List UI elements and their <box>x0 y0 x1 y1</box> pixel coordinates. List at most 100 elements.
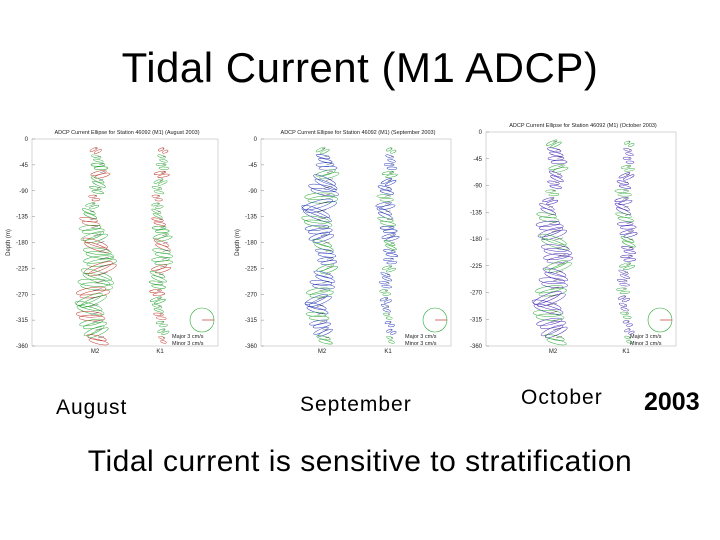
current-ellipse <box>315 248 334 254</box>
current-ellipse <box>388 340 395 344</box>
phase-line <box>324 273 331 276</box>
current-ellipse <box>303 209 332 223</box>
current-ellipse <box>88 194 97 198</box>
y-tick-label: -360 <box>245 344 258 350</box>
y-tick-label: -360 <box>470 344 483 350</box>
current-ellipse <box>82 321 107 330</box>
current-ellipse <box>382 308 391 313</box>
current-ellipse <box>304 192 335 200</box>
current-ellipse <box>617 295 626 300</box>
current-ellipse <box>157 328 166 333</box>
current-ellipse <box>616 279 628 283</box>
phase-line <box>555 149 560 151</box>
current-ellipse <box>301 198 333 211</box>
current-ellipse <box>151 217 164 222</box>
current-ellipse <box>536 317 563 326</box>
current-ellipse <box>304 224 330 231</box>
phase-line <box>557 165 563 167</box>
current-ellipse <box>319 172 340 180</box>
phase-line <box>554 181 559 184</box>
phase-line <box>557 262 565 265</box>
phase-line <box>389 258 394 260</box>
current-ellipse <box>383 249 396 254</box>
current-ellipse <box>92 180 106 188</box>
current-ellipse <box>76 305 105 316</box>
current-ellipse <box>382 276 393 282</box>
chart-svg: ADCP Current Ellipse for Station 46092 (… <box>470 123 677 354</box>
current-ellipse <box>548 262 572 273</box>
phase-line <box>623 279 627 281</box>
current-ellipse <box>541 281 568 288</box>
current-ellipse <box>624 335 631 340</box>
current-ellipse <box>155 316 167 320</box>
current-ellipse <box>154 229 170 234</box>
phase-line <box>386 187 391 189</box>
current-ellipse <box>618 172 631 179</box>
current-ellipse <box>153 312 164 316</box>
current-ellipse <box>390 149 397 154</box>
current-ellipse <box>547 147 562 153</box>
phase-line <box>385 297 388 299</box>
phase-line <box>628 157 632 159</box>
current-ellipse <box>385 154 394 159</box>
current-ellipse <box>83 212 98 219</box>
phase-line <box>94 195 97 197</box>
current-ellipse <box>622 320 630 324</box>
current-ellipse <box>152 292 166 296</box>
current-ellipse <box>545 189 556 193</box>
current-ellipse <box>79 217 98 223</box>
current-ellipse <box>85 251 115 259</box>
current-ellipse <box>153 190 165 195</box>
current-ellipse <box>537 293 566 307</box>
phase-line <box>162 156 166 158</box>
current-ellipse <box>544 271 569 282</box>
current-ellipse <box>304 302 327 311</box>
current-ellipse <box>301 205 331 218</box>
phase-line <box>160 226 165 228</box>
current-ellipse <box>549 151 564 157</box>
x-tick-label: K1 <box>384 349 392 355</box>
current-ellipse <box>309 290 334 298</box>
current-ellipse <box>90 154 102 159</box>
phase-line <box>158 305 162 307</box>
legend-entry: Minor 3 cm/s <box>630 341 662 347</box>
slide-title: Tidal Current (M1 ADCP) <box>121 44 599 91</box>
current-ellipse <box>620 274 631 279</box>
phase-line <box>553 278 562 281</box>
y-tick-label: -360 <box>16 344 29 350</box>
current-ellipse <box>384 321 392 325</box>
current-ellipse <box>383 299 392 304</box>
phase-line <box>326 257 332 260</box>
phase-line <box>156 289 161 291</box>
phase-line <box>317 217 326 221</box>
current-ellipse <box>308 228 333 235</box>
current-ellipse <box>82 237 108 249</box>
current-ellipse <box>93 149 102 154</box>
y-axis-label: Depth (m) <box>6 229 12 256</box>
y-tick-label: -90 <box>19 189 28 195</box>
current-ellipse <box>624 140 631 145</box>
current-ellipse <box>379 221 396 227</box>
y-tick-label: -45 <box>473 157 482 163</box>
y-tick-label: -90 <box>248 189 257 195</box>
current-ellipse <box>158 147 165 152</box>
current-ellipse <box>618 269 629 275</box>
phase-line <box>318 225 326 228</box>
current-ellipse <box>538 288 567 297</box>
y-tick-label: -270 <box>245 292 258 298</box>
current-ellipse <box>90 162 106 167</box>
legend-entry: Major 3 cm/s <box>630 334 662 340</box>
x-tick-label: M2 <box>318 349 327 355</box>
slide-caption: Tidal current is sensitive to stratifica… <box>87 445 633 478</box>
current-ellipse <box>544 259 568 271</box>
current-ellipse <box>549 184 562 189</box>
current-ellipse <box>535 313 565 321</box>
current-ellipse <box>161 330 170 335</box>
phase-line <box>157 195 160 197</box>
phase-line <box>387 179 392 181</box>
current-ellipse <box>615 207 632 216</box>
current-ellipse <box>547 156 565 161</box>
current-ellipse <box>622 315 632 319</box>
phase-line <box>326 265 333 268</box>
current-ellipse <box>616 180 629 185</box>
